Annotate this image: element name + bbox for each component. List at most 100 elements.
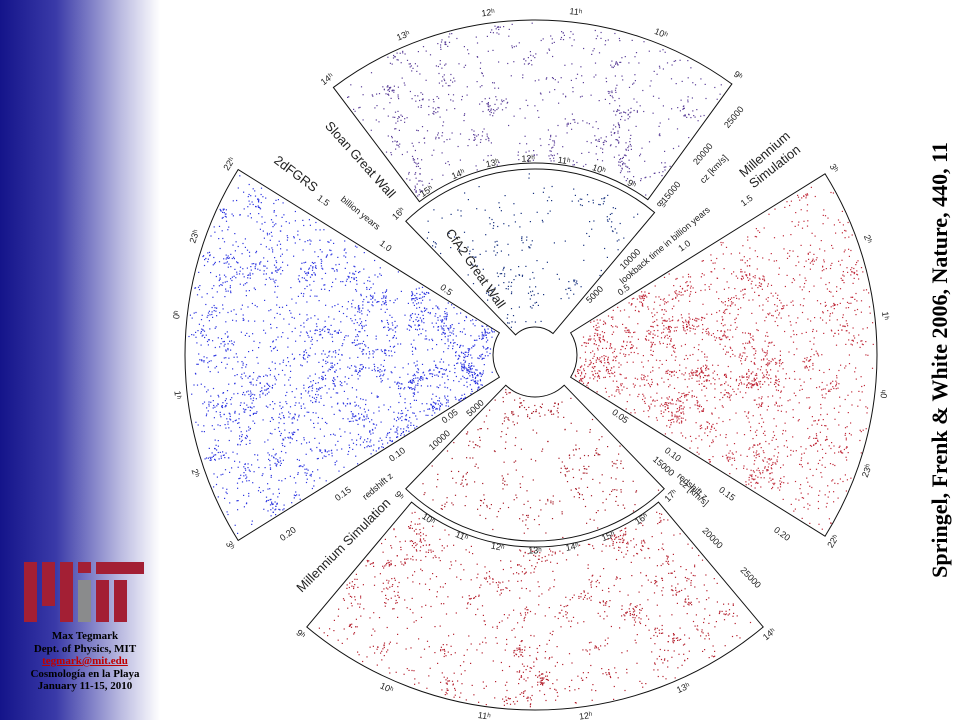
- galaxy-dot: [579, 198, 581, 200]
- galaxy-dot: [320, 449, 322, 451]
- galaxy-dot: [196, 294, 199, 296]
- galaxy-dot: [359, 307, 361, 309]
- galaxy-dot: [742, 332, 744, 334]
- galaxy-dot: [747, 332, 750, 334]
- galaxy-dot: [484, 329, 486, 331]
- galaxy-dot: [463, 398, 465, 400]
- galaxy-dot: [381, 297, 383, 300]
- galaxy-dot: [607, 39, 609, 41]
- galaxy-dot: [393, 91, 395, 93]
- galaxy-dot: [313, 422, 315, 424]
- galaxy-dot: [463, 368, 465, 370]
- galaxy-dot: [672, 147, 675, 150]
- galaxy-dot: [359, 368, 361, 370]
- galaxy-dot: [530, 59, 532, 62]
- galaxy-dot: [734, 459, 736, 461]
- galaxy-dot: [772, 359, 774, 361]
- galaxy-dot: [771, 341, 773, 343]
- galaxy-dot: [414, 389, 416, 391]
- galaxy-dot: [786, 257, 789, 259]
- galaxy-dot: [767, 458, 769, 460]
- galaxy-dot: [751, 387, 753, 389]
- galaxy-dot: [310, 240, 312, 242]
- galaxy-dot: [482, 268, 484, 270]
- galaxy-dot: [676, 295, 678, 297]
- galaxy-dot: [850, 422, 852, 424]
- galaxy-dot: [667, 327, 670, 329]
- galaxy-dot: [647, 308, 650, 310]
- galaxy-dot: [754, 348, 756, 350]
- galaxy-dot: [359, 347, 361, 349]
- galaxy-dot: [291, 438, 293, 440]
- galaxy-dot: [317, 416, 319, 419]
- galaxy-dot: [198, 323, 200, 325]
- galaxy-dot: [309, 239, 311, 241]
- galaxy-dot: [382, 292, 384, 294]
- galaxy-dot: [696, 451, 698, 453]
- galaxy-dot: [721, 405, 723, 407]
- galaxy-dot: [312, 380, 314, 382]
- galaxy-dot: [801, 517, 803, 519]
- galaxy-dot: [278, 373, 280, 376]
- galaxy-dot: [477, 387, 479, 389]
- galaxy-dot: [491, 328, 493, 330]
- galaxy-dot: [207, 252, 209, 254]
- galaxy-dot: [444, 395, 446, 397]
- galaxy-dot: [680, 432, 682, 434]
- galaxy-dot: [845, 456, 847, 458]
- galaxy-dot: [772, 315, 774, 317]
- galaxy-dot: [208, 310, 210, 312]
- galaxy-dot: [305, 453, 307, 455]
- galaxy-dot: [707, 421, 709, 423]
- galaxy-dot: [686, 329, 688, 331]
- galaxy-dot: [423, 322, 425, 324]
- galaxy-dot: [319, 450, 321, 452]
- galaxy-dot: [203, 401, 206, 403]
- galaxy-dot: [525, 265, 527, 267]
- galaxy-dot: [450, 73, 452, 76]
- galaxy-dot: [758, 455, 760, 457]
- galaxy-dot: [730, 253, 732, 255]
- galaxy-dot: [234, 410, 236, 412]
- galaxy-dot: [507, 314, 509, 316]
- galaxy-dot: [746, 373, 748, 375]
- galaxy-dot: [760, 398, 762, 400]
- galaxy-dot: [412, 380, 415, 382]
- galaxy-dot: [394, 299, 396, 301]
- galaxy-dot: [435, 305, 437, 307]
- email-link[interactable]: tegmark@mit.edu: [42, 655, 128, 667]
- galaxy-dot: [220, 343, 222, 345]
- galaxy-dot: [341, 306, 343, 308]
- galaxy-dot: [325, 378, 327, 380]
- galaxy-dot: [611, 95, 613, 97]
- galaxy-dot: [839, 405, 841, 407]
- galaxy-dot: [729, 356, 732, 358]
- galaxy-dot: [499, 206, 501, 209]
- galaxy-dot: [830, 522, 832, 524]
- galaxy-dot: [507, 288, 509, 290]
- galaxy-dot: [412, 298, 414, 300]
- galaxy-dot: [342, 343, 344, 345]
- galaxy-dot: [434, 412, 436, 414]
- galaxy-dot: [807, 508, 809, 510]
- galaxy-dot: [402, 50, 404, 52]
- galaxy-dot: [416, 364, 418, 366]
- galaxy-dot: [236, 261, 238, 263]
- galaxy-dot: [409, 319, 411, 321]
- galaxy-dot: [227, 335, 229, 337]
- galaxy-dot: [800, 484, 802, 486]
- galaxy-dot: [840, 364, 842, 366]
- galaxy-dot: [598, 338, 600, 340]
- galaxy-dot: [668, 402, 670, 404]
- galaxy-dot: [541, 219, 543, 221]
- galaxy-dot: [786, 455, 789, 457]
- galaxy-dot: [289, 406, 292, 408]
- galaxy-dot: [348, 277, 350, 279]
- galaxy-dot: [543, 294, 545, 296]
- galaxy-dot: [447, 401, 449, 403]
- galaxy-dot: [396, 428, 398, 430]
- galaxy-dot: [770, 342, 772, 344]
- galaxy-dot: [254, 394, 256, 396]
- galaxy-dot: [416, 371, 418, 373]
- galaxy-dot: [734, 288, 736, 290]
